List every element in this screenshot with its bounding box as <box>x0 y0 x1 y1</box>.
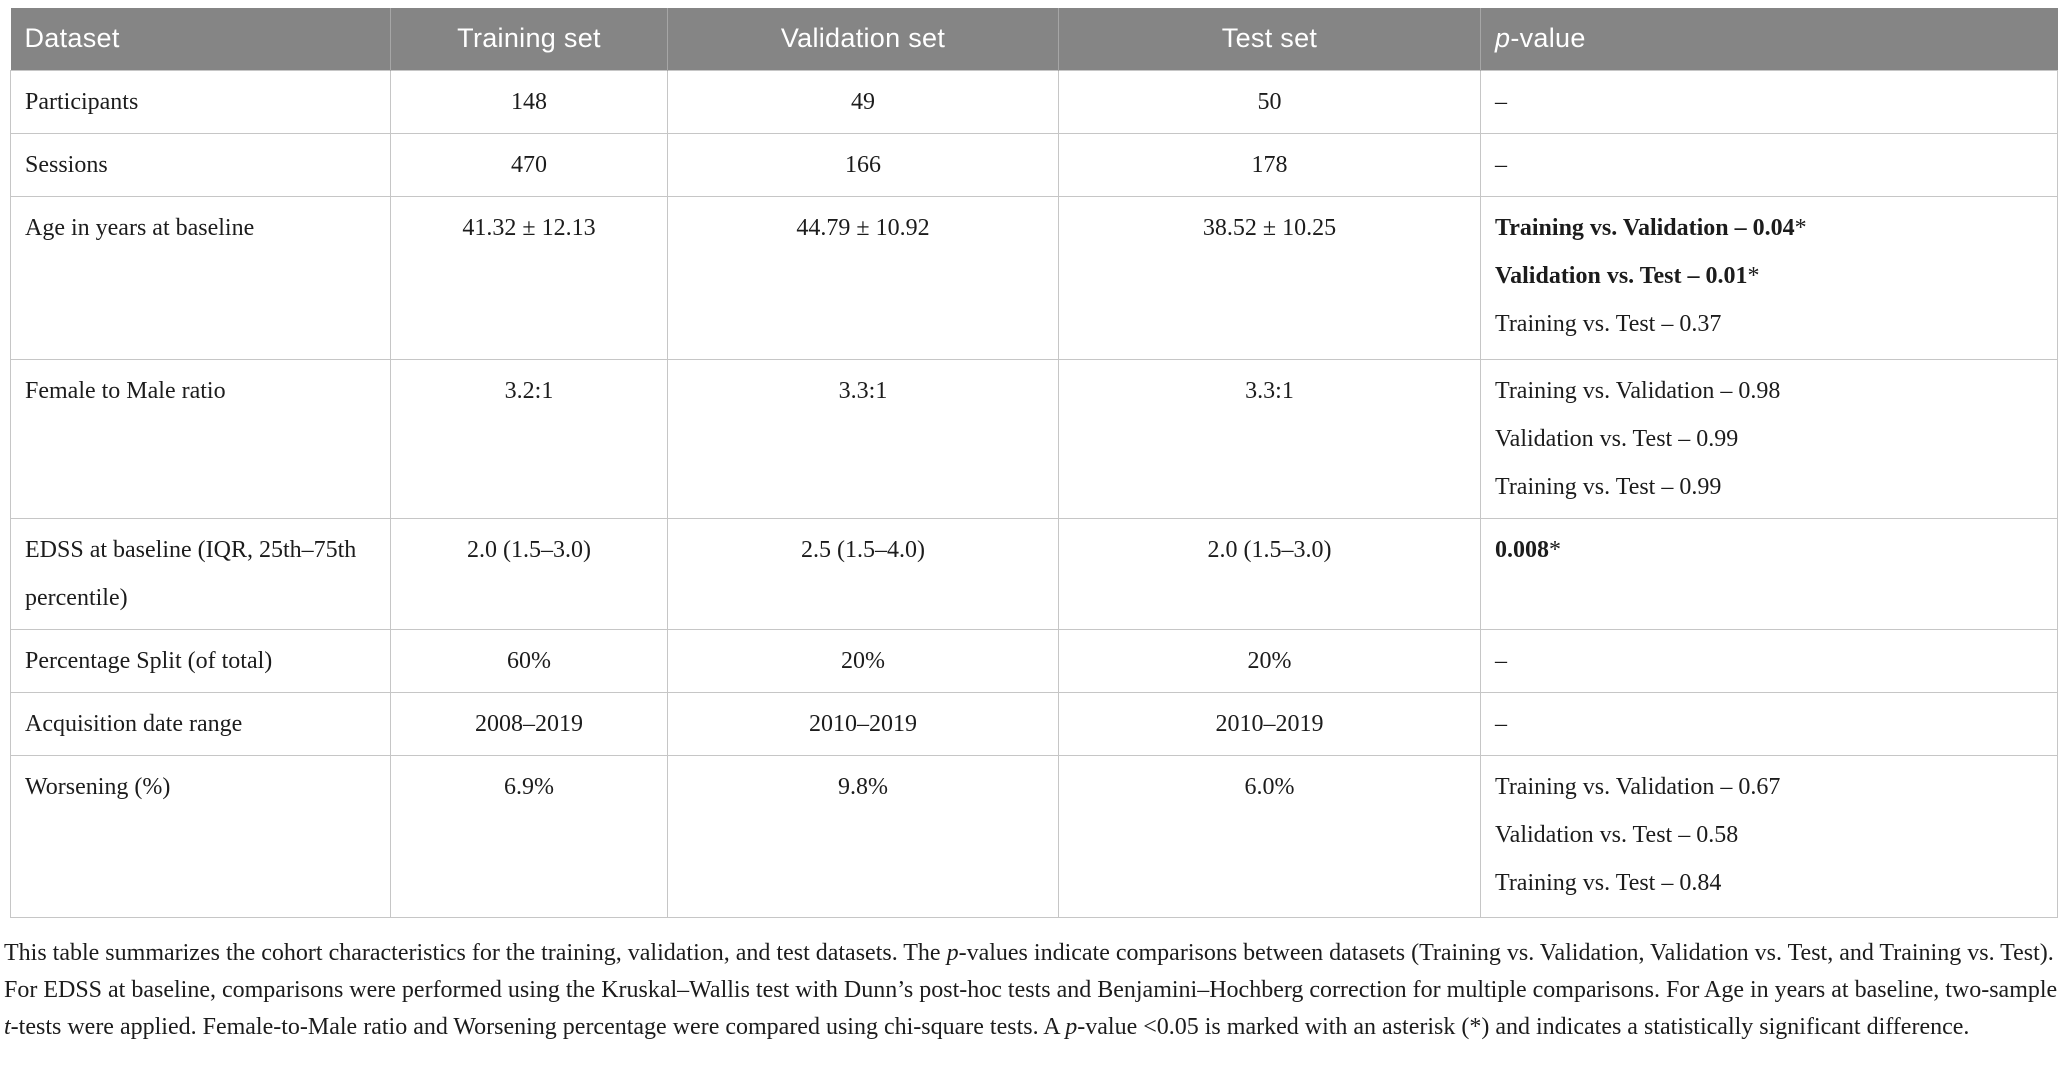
pvalue-line: – <box>1495 710 1507 737</box>
value-cell: 148 <box>390 69 668 134</box>
row-label: Participants <box>10 69 391 134</box>
value-cell: 50 <box>1058 69 1481 134</box>
col-header-test-set: Test set <box>1058 8 1481 70</box>
significance-asterisk: * <box>1794 214 1807 241</box>
row-label: Female to Male ratio <box>10 358 391 519</box>
pvalue-cell: Training vs. Validation – 0.98 Validation… <box>1480 358 2058 519</box>
col-header-validation-set: Validation set <box>667 8 1059 70</box>
table-row: Participants 148 49 50– <box>10 69 2058 134</box>
pvalue-line: Validation vs. Test – 0.01* <box>1495 262 1760 289</box>
pvalue-line: Training vs. Test – 0.99 <box>1495 473 1722 500</box>
significance-asterisk: * <box>1549 536 1561 563</box>
value-cell: 6.9% <box>390 754 668 918</box>
significance-asterisk: * <box>1747 262 1760 289</box>
pvalue-line: Training vs. Test – 0.84 <box>1495 869 1722 896</box>
value-cell: 3.3:1 <box>1058 358 1481 519</box>
pvalue-cell: Training vs. Validation – 0.04* Validatio… <box>1480 195 2058 360</box>
col-header-training-set: Training set <box>390 8 668 70</box>
pvalue-cell: 0.008* <box>1480 517 2058 630</box>
pvalue-line: Validation vs. Test – 0.58 <box>1495 821 1739 848</box>
pvalue-line: Validation vs. Test – 0.99 <box>1495 425 1739 452</box>
pvalue-cell: – <box>1480 132 2058 197</box>
pvalue-line: – <box>1495 647 1507 674</box>
value-cell: 60% <box>390 628 668 693</box>
pvalue-cell: – <box>1480 691 2058 756</box>
value-cell: 2008–2019 <box>390 691 668 756</box>
table-row: Worsening (%) 6.9% 9.8% 6.0% Training vs. Va… <box>10 754 2058 918</box>
value-cell: 20% <box>1058 628 1481 693</box>
value-cell: 470 <box>390 132 668 197</box>
value-cell: 2.0 (1.5–3.0) <box>1058 517 1481 630</box>
cohort-characteristics-table: Dataset Training set Validation set Test… <box>10 8 2058 918</box>
header-row: Dataset Training set Validation set Test… <box>10 8 2058 70</box>
value-cell: 3.2:1 <box>390 358 668 519</box>
value-cell: 2.0 (1.5–3.0) <box>390 517 668 630</box>
value-cell: 2.5 (1.5–4.0) <box>667 517 1059 630</box>
pvalue-line: Training vs. Validation – 0.67 <box>1495 773 1781 800</box>
value-cell: 2010–2019 <box>667 691 1059 756</box>
page: Dataset Training set Validation set Test… <box>0 8 2067 1081</box>
table-row: Female to Male ratio 3.2:1 3.3:1 3.3:1 Train… <box>10 358 2058 519</box>
pvalue-cell: Training vs. Validation – 0.67 Validation… <box>1480 754 2058 918</box>
row-label: Sessions <box>10 132 391 197</box>
table-body: Participants 148 49 50– Sessions 470 166 178– Ag… <box>10 69 2058 918</box>
table-row: Percentage Split (of total) 60% 20% 20% – <box>10 628 2058 693</box>
value-cell: 166 <box>667 132 1059 197</box>
value-cell: 6.0% <box>1058 754 1481 918</box>
row-label: Percentage Split (of total) <box>10 628 391 693</box>
pvalue-cell: – <box>1480 628 2058 693</box>
pvalue-line: – <box>1495 151 1507 178</box>
table-row: Sessions 470 166 178– <box>10 132 2058 197</box>
pvalue-line: – <box>1495 88 1507 115</box>
pvalue-line: Training vs. Validation – 0.04* <box>1495 214 1807 241</box>
value-cell: 38.52 ± 10.25 <box>1058 195 1481 360</box>
value-cell: 3.3:1 <box>667 358 1059 519</box>
value-cell: 49 <box>667 69 1059 134</box>
col-header-dataset: Dataset <box>10 8 391 70</box>
row-label: EDSS at baseline (IQR, 25th–75th percent… <box>10 517 391 630</box>
value-cell: 178 <box>1058 132 1481 197</box>
row-label: Acquisition date range <box>10 691 391 756</box>
value-cell: 44.79 ± 10.92 <box>667 195 1059 360</box>
table-row: EDSS at baseline (IQR, 25th–75th percent… <box>10 517 2058 630</box>
pvalue-line: Training vs. Validation – 0.98 <box>1495 377 1781 404</box>
p-value-rest: -value <box>1510 23 1586 54</box>
table-row: Age in years at baseline 41.32 ± 12.13 44.… <box>10 195 2058 360</box>
row-label: Worsening (%) <box>10 754 391 918</box>
value-cell: 20% <box>667 628 1059 693</box>
p-value-italic-p: p <box>1495 23 1511 54</box>
pvalue-line: 0.008* <box>1495 536 1561 563</box>
value-cell: 9.8% <box>667 754 1059 918</box>
col-header-p-value: p-value <box>1480 8 2058 70</box>
table-row: Acquisition date range 2008–2019 2010–2019… <box>10 691 2058 756</box>
table-footnote: This table summarizes the cohort charact… <box>4 939 2058 1040</box>
row-label: Age in years at baseline <box>10 195 391 360</box>
table-header: Dataset Training set Validation set Test… <box>10 8 2058 70</box>
pvalue-line: Training vs. Test – 0.37 <box>1495 310 1722 337</box>
pvalue-cell: – <box>1480 69 2058 134</box>
value-cell: 2010–2019 <box>1058 691 1481 756</box>
value-cell: 41.32 ± 12.13 <box>390 195 668 360</box>
